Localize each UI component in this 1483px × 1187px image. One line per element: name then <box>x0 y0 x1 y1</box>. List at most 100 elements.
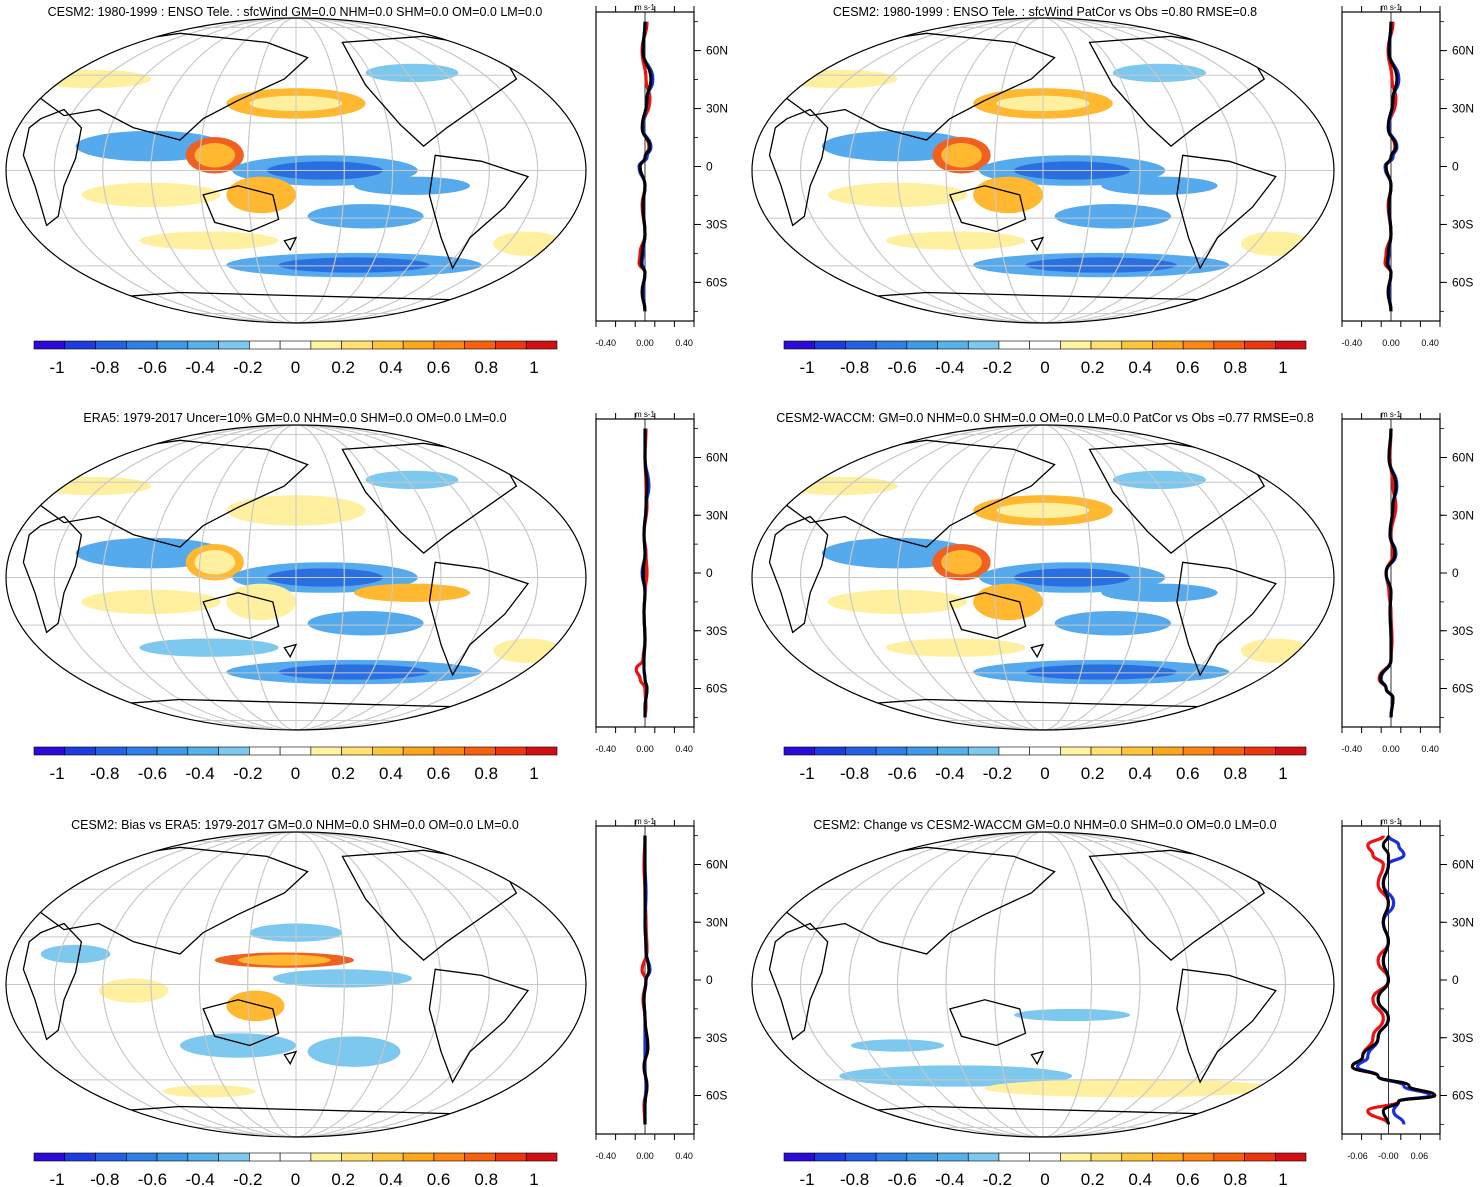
anomaly-blob <box>1112 470 1206 490</box>
colorbar-tick-label: 0.6 <box>427 358 451 377</box>
colorbar-swatch <box>525 1152 558 1162</box>
anomaly-blob <box>278 257 430 273</box>
anomaly-blob <box>1013 1008 1131 1022</box>
colorbar-tick-label: 0.8 <box>1224 358 1248 377</box>
colorbar-tick-label: -0.2 <box>233 1170 262 1187</box>
anomaly-blob <box>226 583 296 621</box>
panel-title: CESM2-WACCM: GM=0.0 NHM=0.0 SHM=0.0 OM=0… <box>776 411 1314 425</box>
colorbar-tick-label: 0.6 <box>1176 764 1200 783</box>
colorbar-tick-label: -0.6 <box>888 764 917 783</box>
x-tick-label: -0.40 <box>1342 744 1363 754</box>
continent-australia <box>202 999 280 1047</box>
colorbar-tick-label: -1 <box>50 358 65 377</box>
anomaly-blob <box>885 638 1026 657</box>
colorbar-tick-label: -0.2 <box>233 764 262 783</box>
colorbar-tick-label: 1 <box>1278 358 1287 377</box>
continent-south-america <box>1176 968 1277 1084</box>
colorbar-tick-label: 0.4 <box>379 358 403 377</box>
x-tick-label: 0.06 <box>1411 1151 1429 1161</box>
colorbar-tick-label: 0.4 <box>379 764 403 783</box>
colorbar-tick-label: -0.4 <box>185 358 214 377</box>
continent-africa <box>768 515 829 634</box>
colorbar-swatch <box>1152 1152 1184 1162</box>
profile-black <box>1378 428 1398 718</box>
lat-label: 30S <box>1452 624 1473 638</box>
lat-label: 60N <box>1452 858 1474 872</box>
map-field <box>752 832 1334 1137</box>
colorbar-tick-label: 0.2 <box>331 764 355 783</box>
island-new-zealand <box>283 1050 298 1066</box>
anomaly-blob <box>238 954 331 966</box>
colorbar-tick-label: -0.4 <box>935 764 964 783</box>
zonal-mean-plot: -0.40 0.00 0.40 m s-1 60N 30N 0 30S 60S <box>595 817 728 1161</box>
colorbar-swatch <box>1121 1152 1153 1162</box>
lat-label: 30S <box>706 624 727 638</box>
x-tick-label: 0.40 <box>1421 744 1439 754</box>
anomaly-blob <box>1025 664 1177 680</box>
x-tick-label: -0.06 <box>1347 1151 1368 1161</box>
anomaly-blob <box>1112 63 1206 83</box>
units-label: m s-1 <box>635 3 656 12</box>
colorbar-tick-label: 0.8 <box>474 764 498 783</box>
colorbar-tick-label: 0.2 <box>1081 358 1105 377</box>
colorbar-tick-label: -0.8 <box>840 764 869 783</box>
anomaly-blob <box>827 182 968 208</box>
lat-label: 30N <box>706 508 728 522</box>
graticule <box>6 18 586 323</box>
lat-label: 60N <box>706 44 728 58</box>
anomaly-blob <box>81 589 221 615</box>
anomaly-blob <box>1025 257 1177 273</box>
panel-title: CESM2: Change vs CESM2-WACCM GM=0.0 NHM=… <box>813 818 1276 832</box>
zonal-mean-plot: -0.40 0.00 0.40 m s-1 60N 30N 0 30S 60S <box>595 3 728 348</box>
continent-asia <box>34 32 309 141</box>
anomaly-blob <box>81 182 221 208</box>
colorbar-tick-label: 0.8 <box>474 358 498 377</box>
continent-australia <box>202 592 280 640</box>
anomaly-blob <box>226 176 296 214</box>
colorbar-tick-label: 1 <box>529 764 538 783</box>
x-tick-label: 0.00 <box>1382 338 1400 348</box>
anomaly-blob <box>307 611 424 636</box>
colorbar-swatch <box>937 1152 969 1162</box>
graticule <box>6 832 586 1137</box>
colorbar-tick-label: 1 <box>529 1170 538 1187</box>
lat-label: 0 <box>1452 160 1459 174</box>
continent-australia <box>949 185 1027 233</box>
zonal-mean-plot: -0.40 0.00 0.40 m s-1 60N 30N 0 30S 60S <box>1341 3 1474 348</box>
lat-label: 30N <box>1452 508 1474 522</box>
continent-south-america <box>1176 154 1277 270</box>
anomaly-blob <box>365 63 459 83</box>
colorbar-swatch <box>1090 1152 1123 1162</box>
colorbar-swatch <box>845 1152 877 1162</box>
lat-label: 60S <box>1452 682 1473 696</box>
colorbar-tick-label: -0.6 <box>888 1170 917 1187</box>
map-border <box>751 17 1335 324</box>
colorbar-tick-label: 0.2 <box>1081 1170 1105 1187</box>
anomaly-blob <box>850 1039 945 1052</box>
colorbar: -1 -0.8 -0.6 -0.4 -0.2 0 0.2 0.4 0.6 0.8 1 <box>33 1152 558 1187</box>
colorbar-tick-label: 0.6 <box>1176 1170 1200 1187</box>
anomaly-blob <box>885 231 1026 250</box>
colorbar-tick-label: -0.8 <box>90 764 119 783</box>
lat-label: 30S <box>1452 1031 1473 1045</box>
units-label: m s-1 <box>635 410 656 419</box>
colorbar-swatch <box>906 1152 938 1162</box>
anomaly-blob <box>272 969 412 988</box>
anomaly-blob <box>307 204 424 229</box>
colorbar-tick-label: -0.6 <box>138 764 167 783</box>
colorbar-tick-label: 0 <box>291 358 300 377</box>
profile-black <box>1350 835 1437 1125</box>
colorbar-tick-label: 0.8 <box>1224 1170 1248 1187</box>
colorbar-tick-label: 0.6 <box>427 764 451 783</box>
x-tick-label: -0.40 <box>596 1151 617 1161</box>
colorbar-swatch <box>1244 1152 1276 1162</box>
map-field <box>752 425 1334 730</box>
map-field <box>6 832 586 1137</box>
colorbar: -1 -0.8 -0.6 -0.4 -0.2 0 0.2 0.4 0.6 0.8 1 <box>33 340 558 377</box>
colorbar-tick-label: -1 <box>799 1170 814 1187</box>
